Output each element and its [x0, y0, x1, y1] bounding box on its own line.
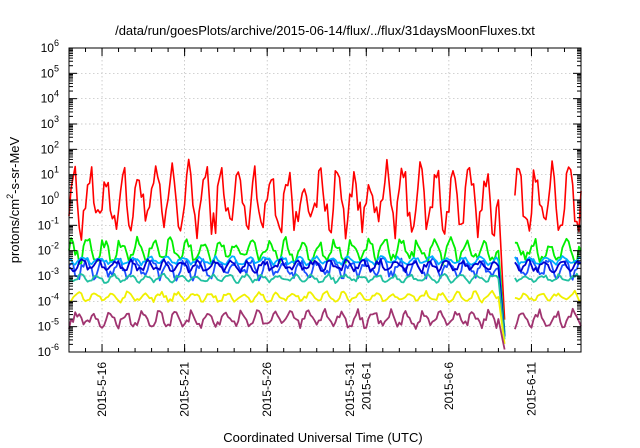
y-tick-exponent: 0: [54, 190, 59, 200]
x-tick-label: 2015-5-31: [343, 362, 357, 417]
y-axis-label-sup: 2: [5, 194, 15, 199]
series-line: [68, 289, 582, 345]
y-tick-label: 10-5: [38, 317, 59, 334]
y-tick-base: 10: [38, 218, 52, 232]
x-tick-label: 2015-6-6: [442, 362, 456, 410]
y-axis-label-main: protons/cm: [7, 199, 22, 263]
series-line: [68, 258, 582, 337]
y-tick-label: 103: [41, 114, 59, 131]
y-tick-base: 10: [41, 193, 55, 207]
series-line: [68, 235, 582, 333]
x-tick-label: 2015-5-21: [178, 362, 192, 417]
x-axis-label: Coordinated Universal Time (UTC): [223, 430, 422, 445]
y-tick-base: 10: [38, 345, 52, 359]
y-tick-label: 10-2: [38, 241, 59, 258]
y-tick-label: 10-6: [38, 342, 59, 359]
x-tick-label: 2015-5-16: [95, 362, 109, 417]
y-tick-exponent: 2: [54, 139, 59, 149]
y-tick-label: 10-1: [38, 215, 59, 232]
y-tick-base: 10: [41, 92, 55, 106]
y-tick-label: 10-3: [38, 266, 59, 283]
x-tick-label: 2015-6-11: [524, 362, 538, 416]
series-line: [68, 272, 582, 340]
y-tick-base: 10: [38, 244, 52, 258]
y-tick-label: 104: [41, 89, 59, 106]
y-tick-exponent: 4: [54, 89, 59, 99]
series-line: [68, 307, 582, 350]
chart-title: /data/run/goesPlots/archive/2015-06-14/f…: [115, 23, 535, 38]
y-tick-label: 105: [41, 63, 59, 80]
y-tick-label: 100: [41, 190, 59, 207]
y-tick-exponent: -4: [51, 291, 59, 301]
y-tick-exponent: -6: [51, 342, 59, 352]
y-tick-exponent: -2: [51, 241, 59, 251]
y-tick-exponent: 3: [54, 114, 59, 124]
y-tick-exponent: 6: [54, 38, 59, 48]
y-tick-label: 101: [41, 165, 59, 182]
y-tick-exponent: 1: [54, 165, 59, 175]
y-tick-label: 106: [41, 38, 59, 55]
y-tick-base: 10: [41, 41, 55, 55]
y-tick-exponent: 5: [54, 63, 59, 73]
y-tick-base: 10: [41, 168, 55, 182]
x-axis: 2015-5-16 2015-5-21 2015-5-26 2015-5-31 2015…: [68, 48, 582, 417]
y-tick-base: 10: [41, 142, 55, 156]
y-axis-label-rest: -s-sr-MeV: [7, 136, 22, 193]
series-line: [68, 158, 582, 320]
y-tick-exponent: -1: [51, 215, 59, 225]
y-tick-base: 10: [38, 320, 52, 334]
y-tick-base: 10: [38, 294, 52, 308]
x-tick-label: 2015-6-1: [359, 362, 373, 410]
x-tick-label: 2015-5-26: [260, 362, 274, 417]
y-axis-label: protons/cm2-s-sr-MeV: [5, 136, 22, 263]
y-tick-exponent: -5: [51, 317, 59, 327]
series-lines: [68, 158, 582, 350]
y-tick-base: 10: [41, 117, 55, 131]
y-tick-label: 102: [41, 139, 59, 156]
y-axis: 10-610-510-410-310-210-11001011021031041…: [38, 38, 581, 359]
y-tick-label: 10-4: [38, 291, 59, 308]
y-tick-exponent: -3: [51, 266, 59, 276]
y-tick-base: 10: [41, 66, 55, 80]
y-tick-base: 10: [38, 269, 52, 283]
